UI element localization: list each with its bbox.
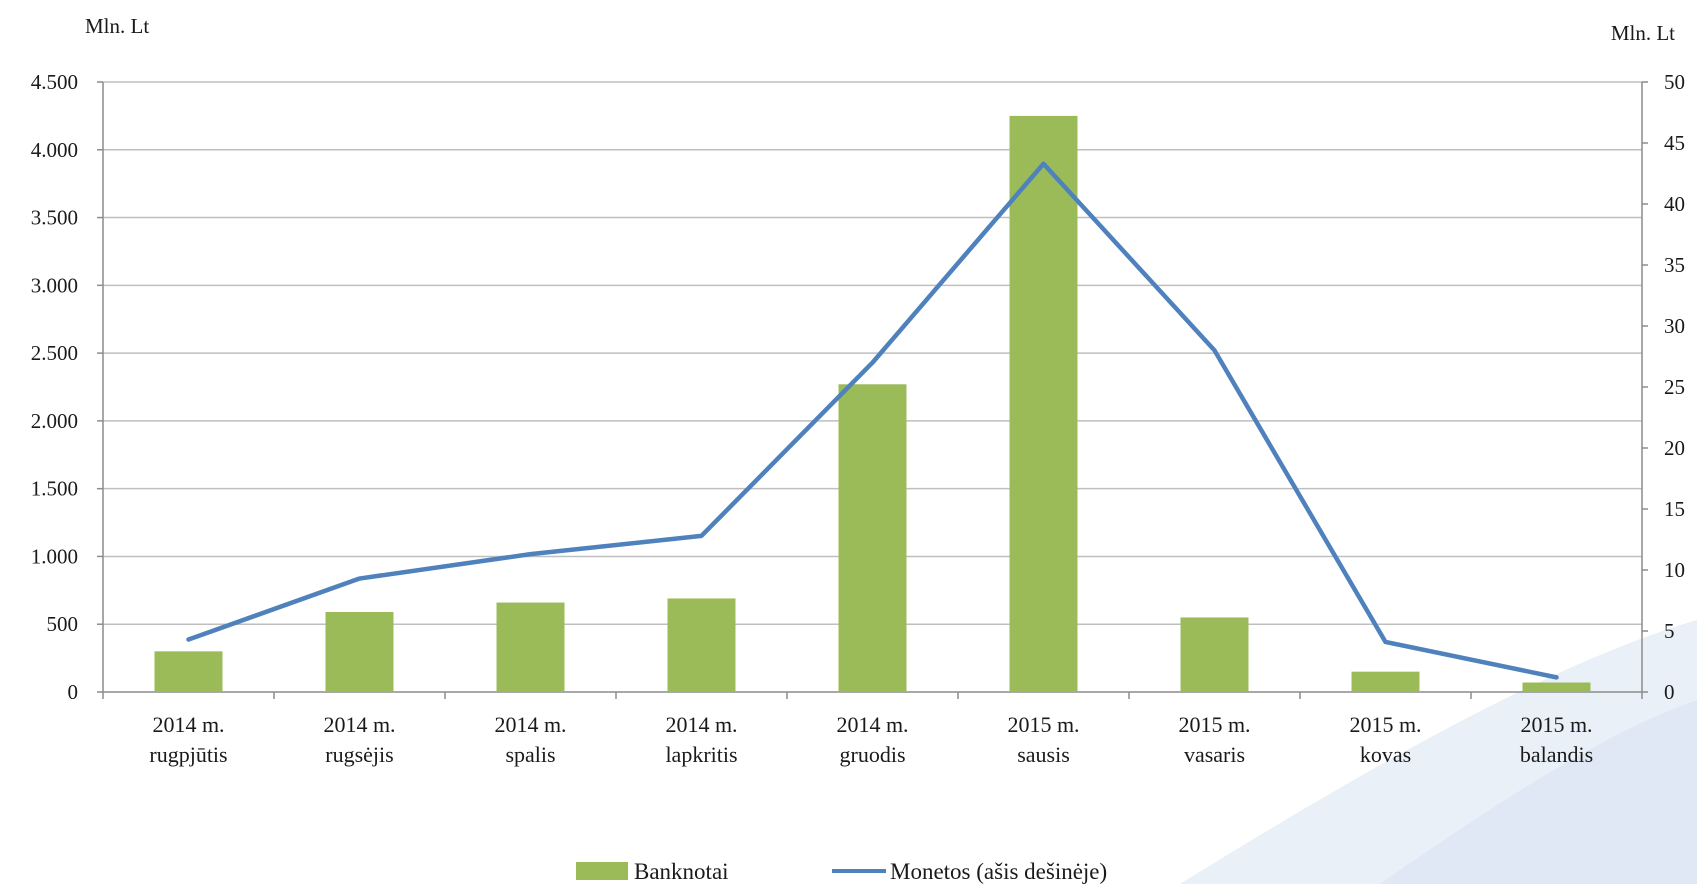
bar-banknotai [154, 651, 223, 692]
category-label-line: rugpjūtis [149, 742, 227, 767]
right-axis-tick-label: 30 [1664, 314, 1685, 338]
category-label-line: rugsėjis [325, 742, 393, 767]
bar-banknotai [325, 612, 394, 692]
right-axis-tick-label: 25 [1664, 375, 1685, 399]
category-label-line: 2014 m. [665, 712, 737, 737]
bar-banknotai [838, 384, 907, 692]
category-label-line: 2015 m. [1007, 712, 1079, 737]
category-label-line: 2014 m. [836, 712, 908, 737]
right-axis-tick-label: 5 [1664, 619, 1675, 643]
line-series [186, 161, 1559, 680]
category-label-line: 2015 m. [1520, 712, 1592, 737]
bar-banknotai [1009, 115, 1078, 692]
category-label-line: sausis [1017, 742, 1070, 767]
category-label-line: 2015 m. [1178, 712, 1250, 737]
bar-banknotai [1180, 617, 1249, 692]
category-labels: 2014 m. rugpjūtis 2014 m. rugsėjis 2014 m. sp… [149, 712, 1593, 767]
category-label-line: 2014 m. [152, 712, 224, 737]
right-axis-ticks: 0 5 10 15 20 25 30 35 40 45 50 [1642, 70, 1685, 704]
legend-label-banknotai: Banknotai [634, 859, 729, 884]
left-axis-tick-label: 3.000 [31, 273, 78, 297]
right-axis-tick-label: 50 [1664, 70, 1685, 94]
category-label-line: kovas [1360, 742, 1411, 767]
legend-label-monetos: Monetos (ašis dešinėje) [890, 859, 1107, 884]
category-label: 2014 m. lapkritis [665, 712, 737, 767]
right-axis-tick-label: 20 [1664, 436, 1685, 460]
left-axis-tick-label: 1.000 [31, 544, 78, 568]
left-axis-tick-label: 0 [68, 680, 79, 704]
bar-banknotai [1522, 682, 1591, 692]
left-axis-tick-label: 500 [47, 612, 79, 636]
right-axis-tick-label: 10 [1664, 558, 1685, 582]
bar-banknotai [1351, 671, 1420, 692]
legend-swatch-banknotai [576, 862, 628, 880]
category-label: 2014 m. gruodis [836, 712, 908, 767]
category-label-line: 2014 m. [494, 712, 566, 737]
right-axis-tick-label: 40 [1664, 192, 1685, 216]
left-axis-tick-label: 2.500 [31, 341, 78, 365]
right-axis-tick-label: 0 [1664, 680, 1675, 704]
left-axis-tick-label: 4.000 [31, 138, 78, 162]
right-axis-tick-label: 15 [1664, 497, 1685, 521]
category-label: 2015 m. vasaris [1178, 712, 1250, 767]
legend: Banknotai Monetos (ašis dešinėje) [576, 859, 1107, 884]
category-label: 2014 m. rugpjūtis [149, 712, 227, 767]
background-swoosh-inner [1380, 700, 1697, 884]
category-label-line: vasaris [1184, 742, 1245, 767]
left-axis-tick-label: 2.000 [31, 409, 78, 433]
bar-banknotai [667, 598, 736, 692]
category-label: 2015 m. balandis [1520, 712, 1593, 767]
category-label-line: gruodis [840, 742, 906, 767]
category-label: 2015 m. kovas [1349, 712, 1421, 767]
right-axis-unit-label: Mln. Lt [1611, 21, 1675, 45]
bar-series [154, 115, 1591, 692]
left-axis-tick-label: 1.500 [31, 477, 78, 501]
right-axis-tick-label: 45 [1664, 131, 1685, 155]
category-label-line: 2014 m. [323, 712, 395, 737]
bar-banknotai [496, 602, 565, 692]
category-label: 2014 m. spalis [494, 712, 566, 767]
category-label-line: 2015 m. [1349, 712, 1421, 737]
category-label-line: lapkritis [665, 742, 737, 767]
category-label: 2014 m. rugsėjis [323, 712, 395, 767]
left-axis-tick-label: 3.500 [31, 206, 78, 230]
left-axis-unit-label: Mln. Lt [85, 14, 149, 38]
category-label-line: balandis [1520, 742, 1593, 767]
left-axis-tick-label: 4.500 [31, 70, 78, 94]
category-label: 2015 m. sausis [1007, 712, 1079, 767]
left-axis-ticks: 0 500 1.000 1.500 2.000 2.500 3.000 3.500 4.000 4… [31, 70, 103, 704]
right-axis-tick-label: 35 [1664, 253, 1685, 277]
category-label-line: spalis [505, 742, 555, 767]
